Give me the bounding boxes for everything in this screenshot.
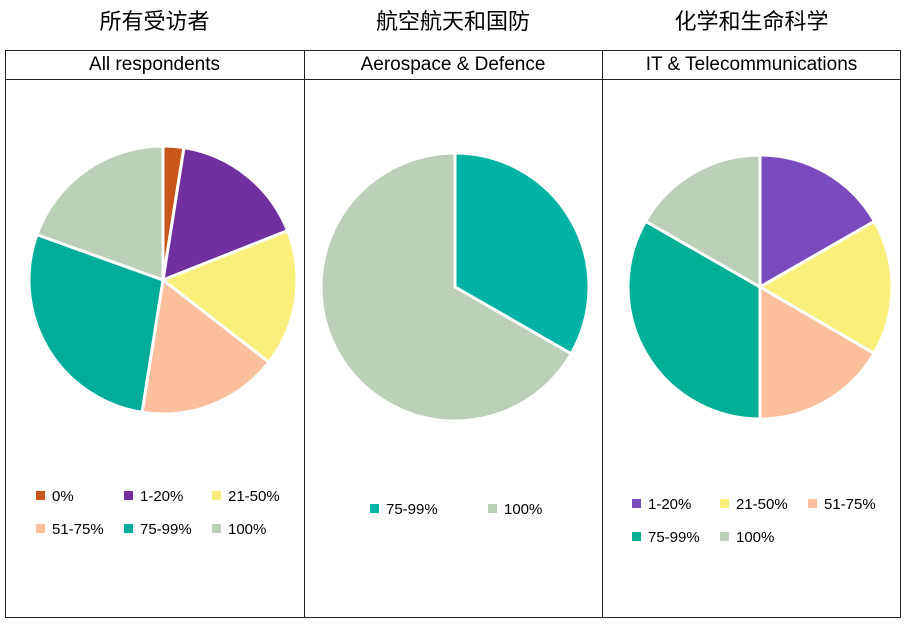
legend-label: 75-99% [140, 521, 192, 538]
legend-swatch [720, 499, 729, 508]
panel-3-cn-title: 化学和生命科学 [674, 10, 829, 35]
legend-label: 21-50% [736, 496, 788, 513]
legend-label: 100% [228, 521, 267, 538]
legend-item: 21-50% [212, 488, 280, 506]
header-divider [5, 79, 901, 80]
pie-slice-75-99pct [27, 232, 165, 415]
pie-slice-100pct [35, 144, 165, 283]
pie-slice-51-75pct [140, 277, 271, 416]
pie-slice-75-99pct [453, 151, 591, 356]
legend-swatch [36, 524, 45, 533]
legend-swatch [212, 524, 221, 533]
pie-slice-100pct [643, 153, 762, 290]
legend-swatch [212, 491, 221, 500]
pie-chart-all-respondents [27, 144, 299, 416]
legend-label: 1-20% [140, 488, 184, 505]
legend-item: 100% [488, 501, 542, 519]
legend-swatch [632, 499, 641, 508]
pie-slice-21-50pct [757, 219, 894, 356]
legend-label: 1-20% [648, 496, 692, 513]
legend-label: 100% [504, 501, 543, 518]
legend-label: 75-99% [386, 501, 438, 518]
panel-3-title: IT & Telecommunications [645, 54, 858, 75]
panel-2-cn-title: 航空航天和国防 [375, 10, 530, 35]
legend-item: 1-20% [632, 496, 691, 514]
pie-slice-1-20pct [758, 153, 877, 290]
panel-1-cn-title: 所有受访者 [99, 10, 210, 35]
legend-label: 51-75% [52, 521, 104, 538]
panel-divider-2 [602, 50, 603, 618]
panel-1-title: All respondents [89, 54, 220, 75]
legend-item: 75-99% [370, 501, 438, 519]
pie-slice-75-99pct [626, 219, 762, 421]
legend-swatch [808, 499, 817, 508]
pie-slice-1-20pct [161, 145, 290, 283]
legend-item: 75-99% [124, 521, 192, 539]
legend-label: 0% [52, 488, 74, 505]
legend-swatch [632, 532, 641, 541]
legend-swatch [124, 491, 133, 500]
legend-item: 51-75% [808, 496, 876, 514]
panel-divider-1 [304, 50, 305, 618]
pie-slice-21-50pct [160, 228, 299, 365]
panel-2-title: Aerospace & Defence [360, 54, 546, 75]
legend-item: 1-20% [124, 488, 183, 506]
legend-swatch [488, 504, 497, 513]
legend-item: 100% [212, 521, 266, 539]
legend-item: 0% [36, 488, 74, 506]
chart-frame [5, 50, 901, 618]
legend-swatch [370, 504, 379, 513]
pie-slice-51-75pct [758, 284, 877, 421]
legend-item: 21-50% [720, 496, 788, 514]
pie-chart-aerospace-defence [319, 151, 591, 423]
legend-label: 100% [736, 529, 775, 546]
legend-label: 75-99% [648, 529, 700, 546]
pie-slice-100pct [319, 151, 574, 423]
legend-label: 21-50% [228, 488, 280, 505]
legend-label: 51-75% [824, 496, 876, 513]
pie-chart-it-telecom [626, 153, 894, 421]
legend-item: 100% [720, 529, 774, 547]
legend-swatch [36, 491, 45, 500]
legend-item: 51-75% [36, 521, 104, 539]
legend-swatch [720, 532, 729, 541]
legend-swatch [124, 524, 133, 533]
legend-item: 75-99% [632, 529, 700, 547]
